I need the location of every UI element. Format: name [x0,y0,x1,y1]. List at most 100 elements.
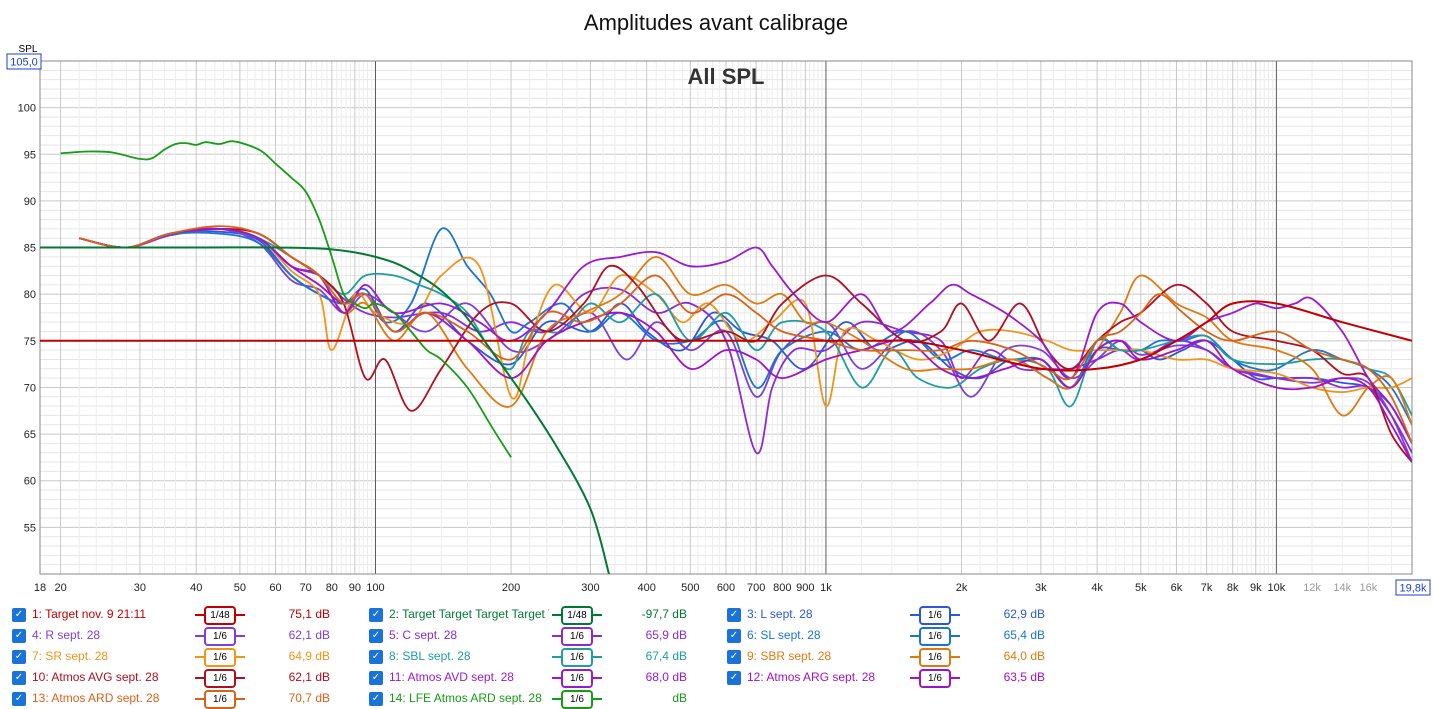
series-visibility-checkbox[interactable]: ✓ [369,650,383,664]
legend-level-value: 64,9 dB [288,649,330,663]
legend-item-6: ✓ 6: SL sept. 28 1/6 65,4 dB [727,625,1067,646]
smoothing-button[interactable]: 1/6 [561,627,593,646]
legend-series-name: 10: Atmos AVG sept. 28 [32,670,159,684]
x-tick-label: 10k [1268,582,1286,594]
y-cursor-box[interactable] [6,53,42,70]
series-visibility-checkbox[interactable]: ✓ [727,650,741,664]
plot-frame [39,60,1413,575]
y-tick-label: 90 [24,196,36,208]
legend-item-7: ✓ 7: SR sept. 28 1/6 64,9 dB [12,646,352,667]
series-visibility-checkbox[interactable]: ✓ [727,629,741,643]
series-visibility-checkbox[interactable]: ✓ [369,608,383,622]
x-tick-label: 9k [1250,582,1262,594]
series-visibility-checkbox[interactable]: ✓ [12,692,26,706]
legend-series-name: 11: Atmos AVD sept. 28 [389,670,514,684]
smoothing-button[interactable]: 1/6 [204,627,236,646]
x-tick-label: 7k [1201,582,1213,594]
x-tick-label: 70 [300,582,312,594]
x-tick-label: 12k [1303,582,1321,594]
x-tick-label: 6k [1171,582,1183,594]
series-line-11 [79,227,1412,444]
legend-series-name: 4: R sept. 28 [32,628,101,642]
smoothing-button[interactable]: 1/6 [204,690,236,709]
legend-item-8: ✓ 8: SBL sept. 28 1/6 67,4 dB [369,646,709,667]
smoothing-button[interactable]: 1/48 [204,606,236,625]
y-tick-label: 95 [24,149,36,161]
series-visibility-checkbox[interactable]: ✓ [369,671,383,685]
series-line-12 [79,227,1412,463]
legend-series-name: 6: SL sept. 28 [747,628,821,642]
y-tick-label: 75 [24,336,36,348]
legend-item-11: ✓ 11: Atmos AVD sept. 28 1/6 68,0 dB [369,667,709,688]
smoothing-button[interactable]: 1/6 [919,606,951,625]
x-tick-label: 90 [349,582,361,594]
legend-series-name: 12: Atmos ARG sept. 28 [747,670,876,684]
smoothing-button[interactable]: 1/6 [561,690,593,709]
legend-level-value: 65,4 dB [1003,628,1045,642]
x-tick-label: 3k [1035,582,1047,594]
y-cursor-label[interactable]: 105,0 [10,57,38,69]
smoothing-button[interactable]: 1/6 [919,669,951,688]
legend: ✓ 1: Target nov. 9 21:11 1/48 75,1 dB ✓ 2: Ta… [0,602,1433,709]
legend-series-name: 1: Target nov. 9 21:11 [32,607,147,621]
series-visibility-checkbox[interactable]: ✓ [12,671,26,685]
smoothing-button[interactable]: 1/6 [204,648,236,667]
series-line-13 [79,225,1412,444]
legend-item-3: ✓ 3: L sept. 28 1/6 62,9 dB [727,604,1067,625]
x-tick-label: 500 [681,582,699,594]
legend-series-name: 7: SR sept. 28 [32,649,109,663]
x-tick-label: 100 [366,582,384,594]
legend-series-name: 9: SBR sept. 28 [747,649,832,663]
legend-item-2: ✓ 2: Target Target Target Target T 1/48 -97… [369,604,709,625]
chart-subtitle: All SPL [687,64,764,89]
smoothing-button[interactable]: 1/6 [919,648,951,667]
series-visibility-checkbox[interactable]: ✓ [727,608,741,622]
smoothing-button[interactable]: 1/6 [919,627,951,646]
series-line-8 [79,227,1412,416]
legend-item-12: ✓ 12: Atmos ARG sept. 28 1/6 63,5 dB [727,667,1067,688]
series-visibility-checkbox[interactable]: ✓ [727,671,741,685]
x-cursor-label[interactable]: 19,8k [1400,583,1427,595]
smoothing-button[interactable]: 1/6 [204,669,236,688]
series-visibility-checkbox[interactable]: ✓ [12,629,26,643]
legend-item-13: ✓ 13: Atmos ARD sept. 28 1/6 70,7 dB [12,688,352,709]
legend-level-value: 70,7 dB [288,691,330,705]
x-tick-label: 700 [747,582,765,594]
legend-series-name: 8: SBL sept. 28 [389,649,471,663]
x-tick-label: 800 [773,582,791,594]
x-tick-label: 14k [1333,582,1351,594]
legend-item-9: ✓ 9: SBR sept. 28 1/6 64,0 dB [727,646,1067,667]
x-tick-label: 40 [190,582,202,594]
x-tick-label: 80 [326,582,338,594]
legend-level-value: 62,9 dB [1003,607,1045,621]
smoothing-button[interactable]: 1/6 [561,669,593,688]
x-cursor-box[interactable] [1395,579,1431,596]
x-tick-label: 400 [637,582,655,594]
x-tick-label: 4k [1091,582,1103,594]
legend-level-value: 75,1 dB [288,607,330,621]
legend-level-value: 67,4 dB [645,649,687,663]
series-visibility-checkbox[interactable]: ✓ [369,692,383,706]
x-tick-label: 300 [581,582,599,594]
chart-title: Amplitudes avant calibrage [584,10,848,35]
legend-series-name: 14: LFE Atmos ARD sept. 28 [389,691,542,705]
series-visibility-checkbox[interactable]: ✓ [369,629,383,643]
y-tick-label: 80 [24,289,36,301]
smoothing-button[interactable]: 1/6 [561,648,593,667]
series-visibility-checkbox[interactable]: ✓ [12,608,26,622]
y-tick-label: 60 [24,476,36,488]
series-visibility-checkbox[interactable]: ✓ [12,650,26,664]
x-tick-label: 5k [1135,582,1147,594]
legend-level-value: -97,7 dB [641,607,687,621]
legend-level-value: 65,9 dB [645,628,687,642]
legend-level-value: 62,1 dB [288,670,330,684]
y-tick-label: 70 [24,382,36,394]
legend-series-name: 2: Target Target Target Target T [389,607,549,621]
smoothing-button[interactable]: 1/48 [561,606,593,625]
series-line-5 [79,227,1412,455]
x-tick-label: 1k [820,582,832,594]
y-tick-label: 55 [24,522,36,534]
frequency-response-chart: Amplitudes avant calibrage 55 60 65 70 75 80 8… [6,10,1431,596]
legend-level-value: dB [672,691,687,705]
series-line-14 [60,140,512,458]
